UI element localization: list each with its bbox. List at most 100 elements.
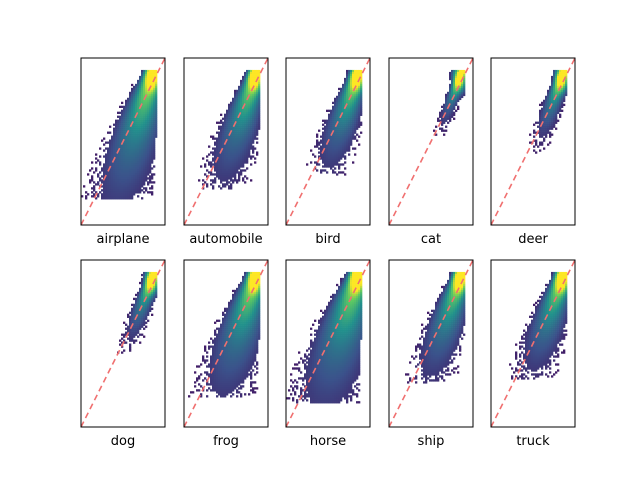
heat-cell — [328, 137, 331, 140]
heat-cell — [129, 143, 132, 146]
heat-cell — [236, 347, 239, 350]
heat-cell — [252, 129, 255, 132]
heat-cell — [133, 101, 136, 105]
heat-cell — [238, 349, 241, 352]
heat-cell — [214, 367, 217, 370]
heat-cell — [151, 157, 154, 160]
heat-cell — [250, 89, 253, 93]
heat-cell — [133, 85, 136, 89]
heat-cell — [208, 387, 211, 390]
heat-cell — [334, 125, 337, 128]
heat-cell — [340, 87, 343, 91]
heat-cell — [350, 91, 353, 95]
heat-cell — [147, 131, 150, 134]
heat-cell — [348, 131, 351, 134]
heat-cell — [332, 105, 335, 108]
heat-cell — [256, 285, 259, 289]
heat-cell — [222, 139, 225, 142]
heat-cell — [230, 363, 233, 366]
heat-cell — [360, 101, 363, 105]
heat-cell — [218, 169, 221, 172]
heat-cell — [139, 83, 142, 87]
heat-cell — [238, 89, 241, 93]
heat-cell — [228, 127, 231, 130]
heat-cell — [248, 365, 251, 368]
heat-cell — [127, 187, 130, 190]
heat-cell — [248, 307, 251, 310]
heat-cell — [141, 285, 144, 289]
heat-cell — [107, 181, 110, 184]
heat-cell — [230, 141, 233, 144]
heat-cell — [103, 187, 106, 190]
heat-cell — [220, 173, 223, 176]
heat-cell — [119, 343, 122, 346]
heat-cell — [332, 123, 335, 126]
heat-cell — [97, 195, 100, 198]
heat-cell — [125, 151, 128, 154]
heat-cell — [230, 167, 233, 170]
heat-cell — [246, 83, 249, 87]
heat-cell — [242, 301, 245, 305]
heat-cell — [248, 359, 251, 362]
heat-cell — [147, 301, 150, 305]
heat-cell — [153, 127, 156, 130]
heat-cell — [137, 153, 140, 156]
heat-cell — [238, 135, 241, 138]
heat-cell — [151, 187, 154, 190]
heat-cell — [232, 331, 235, 334]
heat-cell — [252, 315, 255, 318]
heat-cell — [348, 135, 351, 138]
heat-cell — [547, 119, 550, 122]
heat-cell — [119, 137, 122, 140]
heat-cell — [236, 309, 239, 312]
heat-cell — [328, 161, 331, 164]
heat-cell — [246, 271, 249, 275]
heat-cell — [105, 163, 108, 166]
heat-cell — [244, 349, 247, 352]
heat-cell — [551, 93, 554, 97]
heat-cell — [135, 125, 138, 128]
heat-cell — [133, 329, 136, 332]
heat-cell — [250, 77, 253, 81]
heat-cell — [322, 147, 325, 150]
heat-cell — [131, 191, 134, 194]
heat-cell — [143, 131, 146, 134]
heat-cell — [135, 181, 138, 184]
heat-cell — [360, 95, 363, 99]
heat-cell — [348, 103, 351, 107]
heat-cell — [133, 127, 136, 130]
heat-cell — [246, 159, 249, 162]
heat-cell — [240, 337, 243, 340]
heat-cell — [242, 97, 245, 101]
heat-cell — [242, 83, 245, 87]
heat-cell — [555, 111, 558, 114]
heat-cell — [240, 117, 243, 120]
heat-cell — [145, 179, 148, 182]
heat-cell — [360, 73, 363, 77]
heat-cell — [149, 109, 152, 112]
heat-cell — [242, 297, 245, 301]
heat-cell — [348, 111, 351, 114]
heat-cell — [115, 169, 118, 172]
heat-cell — [135, 177, 138, 180]
heat-cell — [224, 153, 227, 156]
heat-cell — [232, 321, 235, 324]
heat-cell — [222, 157, 225, 160]
heat-cell — [145, 119, 148, 122]
heat-cell — [216, 371, 219, 374]
heat-cell — [232, 347, 235, 350]
heat-cell — [555, 119, 558, 122]
heat-cell — [151, 281, 154, 285]
heat-cell — [135, 171, 138, 174]
heat-cell — [252, 345, 255, 348]
heat-cell — [242, 385, 245, 388]
heat-cell — [117, 119, 120, 122]
heat-cell — [137, 157, 140, 160]
heat-cell — [326, 165, 329, 168]
heat-cell — [330, 121, 333, 124]
heat-cell — [246, 283, 249, 287]
heat-cell — [149, 273, 152, 277]
heat-cell — [244, 111, 247, 114]
heat-cell — [322, 139, 325, 142]
heat-cell — [244, 71, 247, 75]
